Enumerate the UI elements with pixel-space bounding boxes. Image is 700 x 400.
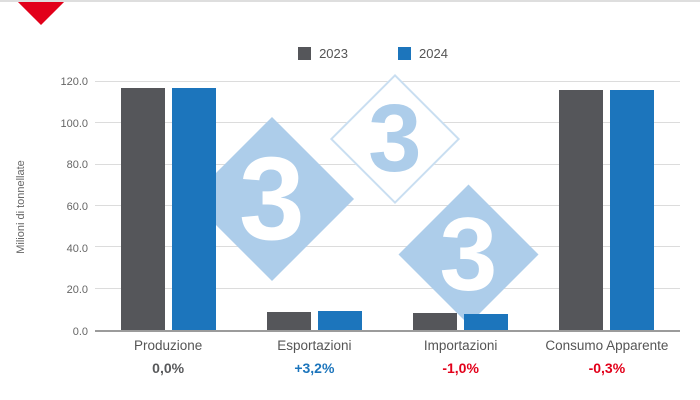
- y-tick-label: 60.0: [66, 201, 88, 213]
- bar-group: [95, 82, 241, 330]
- category-label: Esportazioni: [277, 338, 352, 353]
- bar-group: [241, 82, 387, 330]
- x-axis: Produzione 0,0% Esportazioni +3,2% Importazi…: [95, 338, 680, 376]
- category-label: Importazioni: [423, 338, 498, 353]
- legend-label: 2023: [319, 46, 348, 61]
- delta-label: +3,2%: [294, 360, 335, 376]
- bar-group: [534, 82, 680, 330]
- corner-accent: [16, 2, 66, 26]
- legend-label: 2024: [419, 46, 448, 61]
- delta-label: -0,3%: [588, 360, 626, 376]
- x-slot: Importazioni -1,0%: [388, 338, 534, 376]
- bar-2023: [559, 89, 604, 330]
- bar-2023: [413, 313, 458, 330]
- bar-group: [388, 82, 534, 330]
- bar-2024: [171, 88, 216, 330]
- legend-item: 2024: [398, 46, 448, 61]
- legend-swatch: [298, 47, 312, 60]
- x-slot: Consumo Apparente -0,3%: [534, 338, 680, 376]
- bar-2023: [120, 88, 165, 330]
- y-tick-label: 40.0: [66, 242, 88, 255]
- y-tick-label: 120.0: [60, 76, 88, 88]
- category-label: Produzione: [133, 338, 203, 353]
- y-tick-label: 20.0: [66, 284, 88, 297]
- x-slot: Produzione 0,0%: [95, 338, 241, 376]
- category-label: Consumo Apparente: [545, 338, 669, 353]
- y-axis: 0.0 20.0 40.0 60.0 80.0 100.0 120.0: [0, 76, 88, 338]
- gridline: [95, 287, 680, 289]
- bar-groups: [95, 82, 680, 330]
- delta-label: 0,0%: [152, 360, 185, 376]
- legend-item: 2023: [298, 46, 348, 61]
- bar-2024: [464, 313, 509, 330]
- bar-2023: [266, 311, 311, 330]
- x-slot: Esportazioni +3,2%: [241, 338, 387, 376]
- gridline: [95, 246, 680, 248]
- legend-swatch: [398, 47, 411, 60]
- y-tick-label: 80.0: [66, 159, 88, 172]
- legend: 2023 2024: [0, 46, 700, 61]
- gridline: [95, 205, 680, 206]
- y-tick-label: 100.0: [60, 117, 88, 130]
- y-tick-label: 0.0: [72, 326, 88, 338]
- bar-2024: [610, 90, 655, 330]
- bar-2024: [317, 311, 362, 330]
- delta-label: -1,0%: [442, 360, 479, 376]
